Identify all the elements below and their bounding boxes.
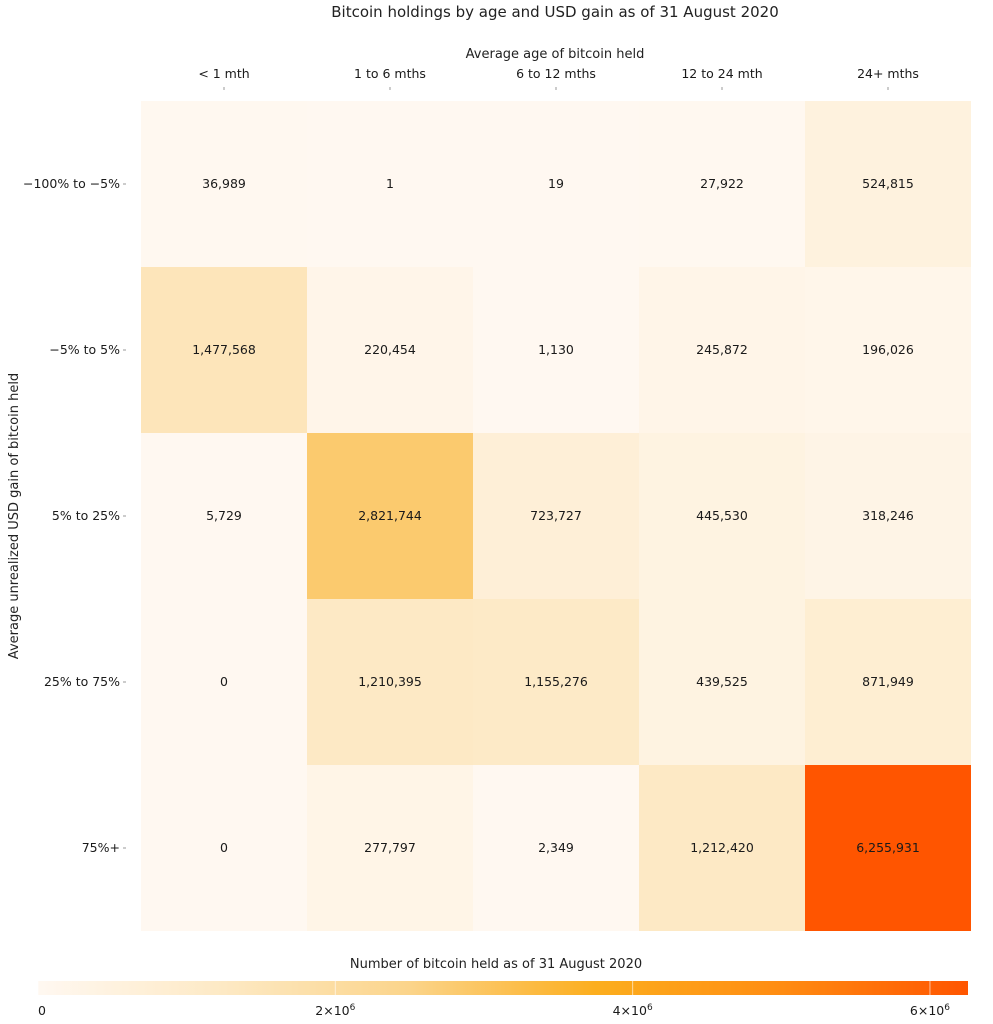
- heatmap-cell: [141, 101, 307, 267]
- heatmap-cell: [805, 101, 971, 267]
- heatmap-cell: [805, 433, 971, 599]
- cell-value-label: 6,255,931: [856, 840, 920, 855]
- cell-value-label: 524,815: [862, 176, 914, 191]
- x-tick-label: 1 to 6 mths: [354, 66, 426, 81]
- heatmap-cell: [473, 101, 639, 267]
- heatmap-cell: [639, 433, 805, 599]
- x-axis-ticks: < 1 mth 1 to 6 mths 6 to 12 mths 12 to 24 m…: [198, 66, 919, 90]
- cell-labels: 36,989 1 19 27,922 524,815 1,477,568 220,454 1,…: [192, 176, 920, 855]
- cell-value-label: 27,922: [700, 176, 744, 191]
- y-axis-title: Average unrealized USD gain of bitcoin h…: [7, 373, 22, 659]
- cell-value-label: 277,797: [364, 840, 416, 855]
- x-tick-label: 6 to 12 mths: [516, 66, 596, 81]
- heatmap-cell: [473, 433, 639, 599]
- heatmap-cell: [307, 267, 473, 433]
- heatmap-cell: [805, 267, 971, 433]
- cell-value-label: 1,212,420: [690, 840, 754, 855]
- heatmap-cell: [805, 765, 971, 931]
- cell-value-label: 871,949: [862, 674, 914, 689]
- heatmap-cell: [307, 599, 473, 765]
- cell-value-label: 196,026: [862, 342, 914, 357]
- heatmap-cell: [639, 599, 805, 765]
- cell-value-label: 1,210,395: [358, 674, 422, 689]
- cell-value-label: 5,729: [206, 508, 242, 523]
- cell-value-label: 0: [220, 674, 228, 689]
- y-tick-label: 75%+: [82, 840, 120, 855]
- x-tick-label: < 1 mth: [198, 66, 249, 81]
- cell-value-label: 220,454: [364, 342, 416, 357]
- y-tick-label: 5% to 25%: [52, 508, 120, 523]
- cell-value-label: 1,477,568: [192, 342, 256, 357]
- colorbar-tick-label: 6×106: [910, 1003, 950, 1018]
- x-tick-label: 12 to 24 mth: [681, 66, 762, 81]
- y-tick-label: −100% to −5%: [23, 176, 120, 191]
- chart-title: Bitcoin holdings by age and USD gain as …: [331, 3, 779, 21]
- colorbar-ticks: 0 2×106 4×106 6×106: [37, 981, 950, 1018]
- cell-value-label: 1: [386, 176, 394, 191]
- y-tick-label: 25% to 75%: [44, 674, 120, 689]
- colorbar: [38, 981, 968, 995]
- cell-value-label: 723,727: [530, 508, 582, 523]
- heatmap-cell: [141, 267, 307, 433]
- heatmap-cell: [639, 267, 805, 433]
- cell-value-label: 318,246: [862, 508, 914, 523]
- heatmap-cell: [307, 433, 473, 599]
- heatmap-cell: [639, 101, 805, 267]
- cell-value-label: 439,525: [696, 674, 748, 689]
- heatmap-cell: [805, 599, 971, 765]
- cell-value-label: 2,821,744: [358, 508, 422, 523]
- cell-value-label: 36,989: [202, 176, 246, 191]
- colorbar-title: Number of bitcoin held as of 31 August 2…: [350, 957, 642, 972]
- heatmap-cell: [141, 599, 307, 765]
- y-axis-ticks: −100% to −5% −5% to 5% 5% to 25% 25% to 75%…: [23, 176, 126, 855]
- colorbar-tick-label: 2×106: [315, 1003, 355, 1018]
- heatmap-cell: [473, 599, 639, 765]
- heatmap-cell: [141, 765, 307, 931]
- x-axis-title: Average age of bitcoin held: [466, 47, 645, 62]
- heatmap-cells: [141, 101, 971, 931]
- cell-value-label: 1,155,276: [524, 674, 588, 689]
- cell-value-label: 445,530: [696, 508, 748, 523]
- cell-value-label: 1,130: [538, 342, 574, 357]
- heatmap-cell: [639, 765, 805, 931]
- heatmap-cell: [141, 433, 307, 599]
- heatmap-cell: [307, 765, 473, 931]
- colorbar-tick-label: 0: [38, 1003, 46, 1018]
- heatmap-cell: [307, 101, 473, 267]
- y-tick-label: −5% to 5%: [49, 342, 120, 357]
- cell-value-label: 0: [220, 840, 228, 855]
- x-tick-label: 24+ mths: [857, 66, 919, 81]
- heatmap-cell: [473, 765, 639, 931]
- cell-value-label: 245,872: [696, 342, 748, 357]
- cell-value-label: 19: [548, 176, 564, 191]
- heatmap-cell: [473, 267, 639, 433]
- cell-value-label: 2,349: [538, 840, 574, 855]
- colorbar-tick-label: 4×106: [613, 1003, 653, 1018]
